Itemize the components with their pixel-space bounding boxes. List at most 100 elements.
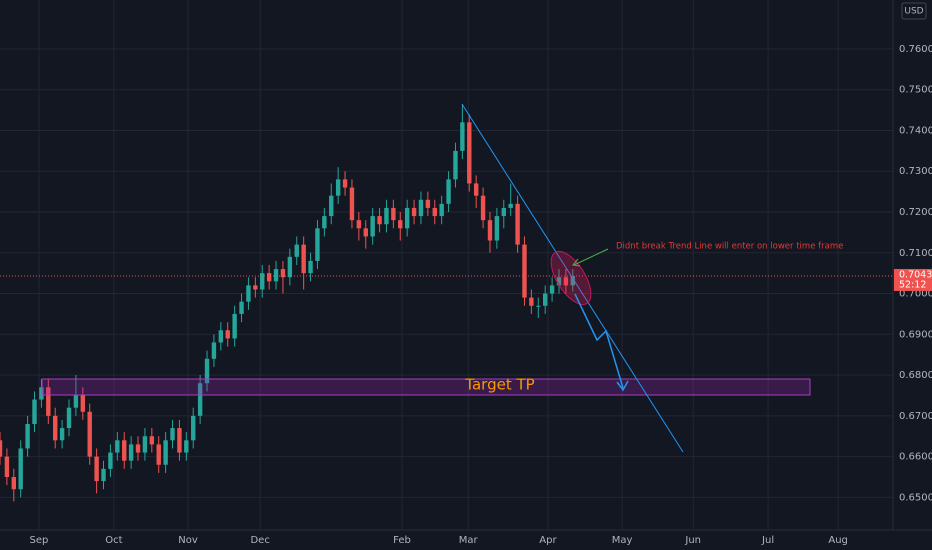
note-arrow [573,248,609,266]
candle-body [460,122,465,151]
candle-body [308,260,313,274]
x-tick-label: Jul [761,535,774,546]
candle-body [349,187,355,221]
candle-body [218,330,224,343]
candle-body [59,428,65,441]
candle-body [536,305,541,307]
candle-body [170,428,175,441]
x-tick-label: Mar [459,535,479,546]
x-tick-label: Feb [393,535,411,546]
trend-line [461,103,684,453]
candle-body [425,199,431,208]
candle-body [135,444,141,453]
candle-body [287,256,293,278]
candle-body [487,220,493,241]
candle-body [529,297,534,306]
candle-body [391,207,396,221]
candle-body [329,195,334,217]
note-arrowhead [572,258,581,267]
candle-body [370,216,375,237]
candle-body [46,387,51,416]
candle-body [301,244,306,274]
target-zone [41,378,811,396]
target-label: Target TP [464,376,534,394]
candle-body [191,415,196,441]
projection-arrowhead [616,380,629,392]
candle-body [163,440,168,465]
candle-body [522,244,527,298]
currency-badge[interactable] [901,2,927,20]
candle-body [446,179,451,204]
candle-body [453,150,458,180]
candle-body [501,207,506,217]
candle-body [39,387,44,400]
drawings: Target TP Didnt break Trend Line will en… [41,103,843,453]
candle-body [156,444,161,465]
x-tick-label: Nov [178,535,198,546]
candle-body [384,207,389,225]
candle-body [246,285,251,302]
candle-body [266,273,272,282]
candle-body [556,277,562,286]
candle-body [253,285,258,290]
candle-body [128,444,134,461]
candle-body [73,395,79,408]
x-tick-label: May [612,535,633,546]
candle-body [467,122,472,184]
candle-body [4,456,10,477]
candle-body [122,440,127,461]
candle-body [335,179,341,196]
x-tick-label: Jun [684,535,701,546]
candle-body [294,244,299,257]
candle-body [480,195,486,221]
candle-body [404,207,410,229]
candle-body [432,207,437,217]
currency-label: USD [904,7,923,17]
candle-body [53,415,58,441]
candle-body [356,220,362,229]
candle-body [204,358,210,384]
candle-body [439,203,444,217]
candle-body [115,440,120,453]
candle-body [363,228,368,237]
x-tick-label: Dec [250,535,269,546]
x-tick-label: Oct [105,535,122,546]
projection-path [574,293,624,389]
candle-body [239,301,244,314]
candle-body [542,293,548,306]
candle-body [25,424,30,449]
candle-body [18,448,23,490]
candle-body [515,203,520,245]
candle-body [87,411,92,457]
countdown-label: 52:12 [899,279,926,290]
candle-body [418,199,424,217]
candle-body [315,228,320,261]
candle-body [0,440,3,457]
candle-body [563,277,569,286]
note-text: Didnt break Trend Line will enter on low… [616,242,843,252]
candle-body [108,452,113,469]
candle-body [411,207,417,217]
candle-body [149,436,155,445]
candle-body [473,183,479,196]
candles [0,103,575,502]
candle-body [177,428,182,453]
x-tick-label: Sep [30,535,49,546]
candle-body [101,468,106,482]
candle-body [273,269,279,282]
candle-body [142,436,148,453]
candle-body [80,395,86,412]
candle-body [225,330,230,339]
